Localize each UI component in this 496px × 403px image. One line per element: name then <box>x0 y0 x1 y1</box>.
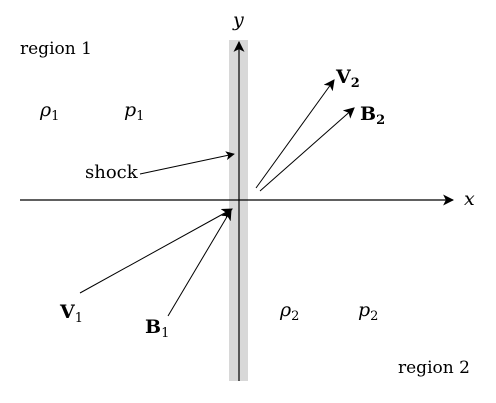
rho-2-label: ρ2 <box>279 299 299 324</box>
region-1-label: region 1 <box>20 39 92 59</box>
y-axis-label: y <box>232 9 244 31</box>
v1-label: V1 <box>59 301 83 326</box>
v1-vector-arrow <box>79 208 233 294</box>
p-1-label: p1 <box>124 99 144 124</box>
v2-label: V2 <box>335 66 360 91</box>
b1-label: B1 <box>145 316 169 341</box>
v2-vector-arrow <box>255 79 335 189</box>
x-axis-label: x <box>464 188 475 210</box>
b1-vector-arrow <box>167 209 232 317</box>
shock-label: shock <box>85 162 139 183</box>
b2-label: B2 <box>360 103 385 128</box>
shock-pointer-arrow <box>139 151 235 175</box>
region-2-label: region 2 <box>398 358 470 378</box>
rho-1-label: ρ1 <box>39 99 59 124</box>
b2-vector-arrow <box>259 107 355 192</box>
p-2-label: p2 <box>358 299 378 324</box>
